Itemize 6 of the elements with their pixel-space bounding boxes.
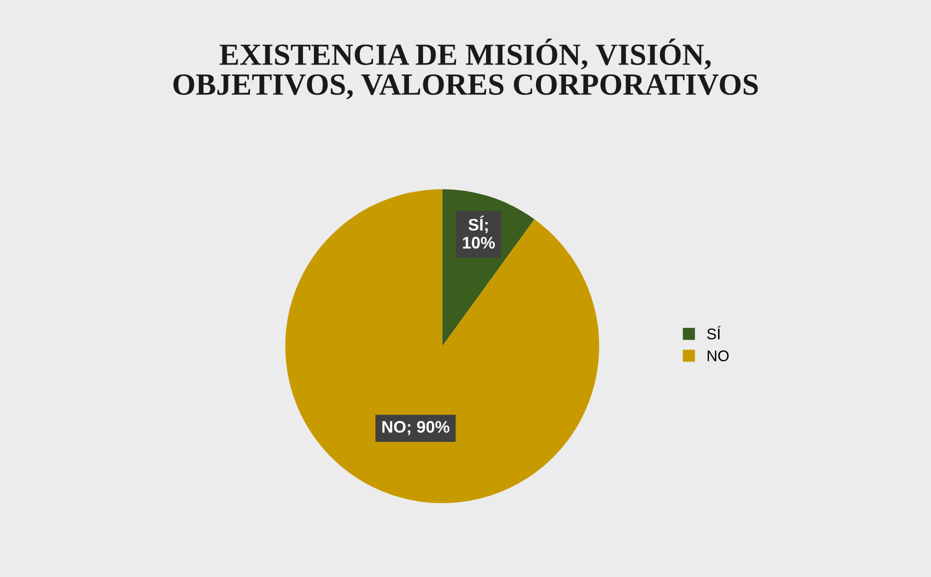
data-label: NO; 90% [382, 420, 450, 436]
pie-slice [285, 189, 600, 504]
legend-label: SÍ [707, 326, 721, 340]
legend-label: NO [708, 350, 729, 362]
data-label: SÍ; 10% [462, 216, 495, 249]
chart-title: EXISTENCIA DE MISIÓN, VISIÓN, OBJETIVOS, VALORES CORPORATIVOS [173, 38, 758, 100]
